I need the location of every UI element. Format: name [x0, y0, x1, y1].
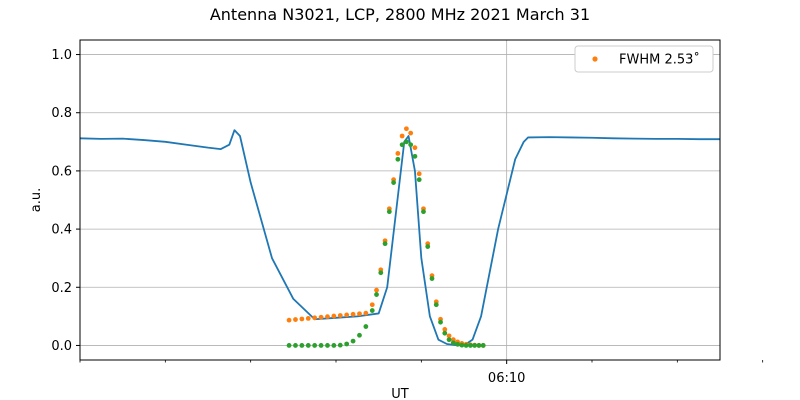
data-point-series-2	[399, 133, 405, 139]
data-point-series-2	[299, 316, 305, 322]
data-point-series-3	[305, 343, 311, 348]
data-point-series-2	[331, 313, 337, 319]
data-point-series-3	[318, 343, 324, 348]
series-group-2	[286, 126, 486, 348]
y-tick-label: 0.4	[51, 223, 72, 238]
data-point-series-3	[408, 142, 414, 148]
data-point-series-2	[312, 315, 318, 321]
series-group-1	[79, 129, 720, 347]
data-point-series-2	[408, 130, 414, 136]
series-line-1	[79, 129, 720, 347]
x-axis-title: UT	[391, 387, 409, 400]
series-layer	[79, 126, 720, 348]
data-point-series-3	[433, 302, 439, 308]
data-point-series-2	[446, 333, 452, 339]
data-point-series-3	[395, 156, 401, 162]
data-point-series-3	[472, 343, 478, 348]
data-point-series-3	[357, 332, 362, 338]
data-point-series-3	[344, 341, 350, 347]
plot-frame	[79, 39, 721, 361]
data-point-series-3	[468, 343, 473, 348]
y-tick-label: 0.8	[51, 106, 72, 121]
data-point-series-3	[446, 337, 452, 343]
data-point-series-3	[386, 209, 392, 215]
data-point-series-3	[286, 343, 292, 348]
data-point-series-3	[369, 308, 375, 313]
data-point-series-3	[476, 343, 482, 348]
data-point-series-2	[286, 317, 292, 323]
data-point-series-3	[429, 276, 435, 281]
data-point-series-2	[412, 145, 418, 151]
y-tick-label: 0.2	[51, 281, 72, 296]
data-point-series-3	[399, 142, 405, 148]
y-axis-title: a.u.	[29, 188, 44, 212]
legend-label-fwhm: FWHM 2.53˚	[619, 52, 700, 68]
data-point-series-3	[391, 180, 396, 185]
data-point-series-2	[350, 311, 356, 317]
data-point-series-3	[425, 244, 431, 249]
data-point-series-3	[312, 343, 318, 348]
data-point-series-3	[450, 340, 456, 346]
data-point-series-3	[299, 343, 305, 348]
data-point-series-2	[325, 314, 330, 320]
data-point-series-3	[378, 270, 384, 276]
data-point-series-3	[350, 338, 356, 344]
data-point-series-3	[363, 324, 369, 329]
x-tick-label: 06:10	[488, 371, 525, 386]
data-point-series-3	[337, 342, 343, 348]
y-tick-label: 1.0	[51, 48, 72, 63]
data-point-series-2	[357, 311, 362, 317]
data-point-series-2	[363, 310, 369, 316]
data-point-series-2	[337, 313, 343, 318]
data-point-series-2	[395, 151, 401, 156]
data-point-series-3	[293, 343, 298, 348]
y-tick-label: 0.6	[51, 164, 72, 179]
data-point-series-2	[293, 317, 298, 322]
legend-box	[574, 45, 714, 73]
y-tick-label: 0.0	[51, 339, 72, 354]
data-point-series-3	[374, 292, 379, 297]
axes-layer: 0.0 0.2 0.4 0.6 0.8 1.0 06:10	[51, 48, 764, 386]
data-point-series-2	[416, 171, 422, 177]
data-point-series-2	[442, 327, 448, 332]
chart-title: Antenna N3021, LCP, 2800 MHz 2021 March …	[210, 5, 590, 24]
data-point-series-2	[404, 126, 409, 132]
series-group-3	[286, 139, 486, 348]
data-point-series-2	[344, 312, 350, 318]
legend-marker-fwhm	[592, 56, 598, 62]
data-point-series-3	[421, 209, 426, 215]
data-point-series-3	[463, 343, 469, 348]
data-point-series-2	[374, 287, 379, 293]
data-point-series-3	[412, 153, 418, 159]
data-point-series-3	[331, 343, 337, 348]
data-point-series-3	[382, 241, 388, 247]
data-point-series-3	[442, 330, 448, 336]
data-point-series-3	[455, 341, 460, 347]
data-point-series-3	[459, 342, 465, 348]
data-point-series-2	[318, 314, 324, 320]
data-point-series-2	[369, 302, 375, 308]
data-point-series-3	[480, 343, 486, 348]
data-point-series-3	[325, 343, 330, 348]
data-point-series-3	[416, 177, 422, 183]
data-point-series-3	[404, 139, 409, 145]
legend: FWHM 2.53˚	[574, 45, 714, 73]
grid-layer	[80, 40, 720, 360]
data-point-series-2	[305, 316, 311, 321]
data-point-series-3	[438, 319, 443, 325]
